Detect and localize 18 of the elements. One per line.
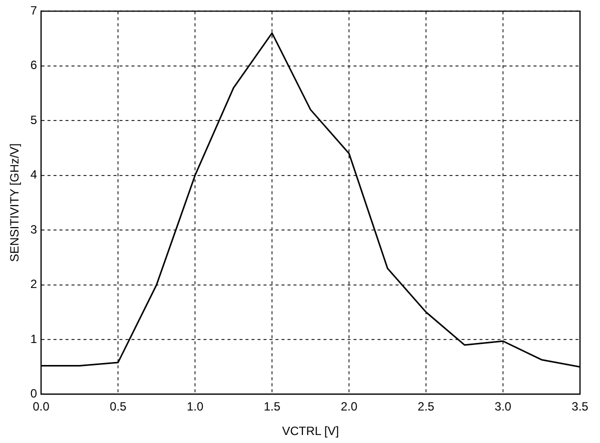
x-tick-label: 3.0: [494, 400, 512, 414]
y-tick-label: 6: [30, 58, 38, 72]
y-tick-label: 3: [30, 222, 38, 236]
x-axis-title: VCTRL [V]: [282, 424, 339, 438]
y-axis-title: SENSITIVITY [GHz/V]: [8, 143, 22, 262]
y-tick-label: 7: [30, 4, 38, 18]
x-tick-label: 1.0: [186, 400, 204, 414]
y-tick-label: 1: [30, 332, 38, 346]
y-tick-label: 5: [30, 112, 38, 127]
x-tick-label: 1.5: [264, 400, 281, 414]
y-tick-label: 4: [30, 168, 38, 182]
y-tick-label: 2: [30, 277, 38, 292]
x-tick-label: 2.0: [340, 400, 358, 414]
y-tick-label: 0: [30, 386, 38, 401]
x-tick-label: 0.0: [32, 400, 50, 414]
x-tick-label: 3.5: [572, 400, 589, 414]
x-tick-label: 0.5: [110, 400, 127, 414]
x-tick-label: 2.5: [418, 400, 435, 414]
